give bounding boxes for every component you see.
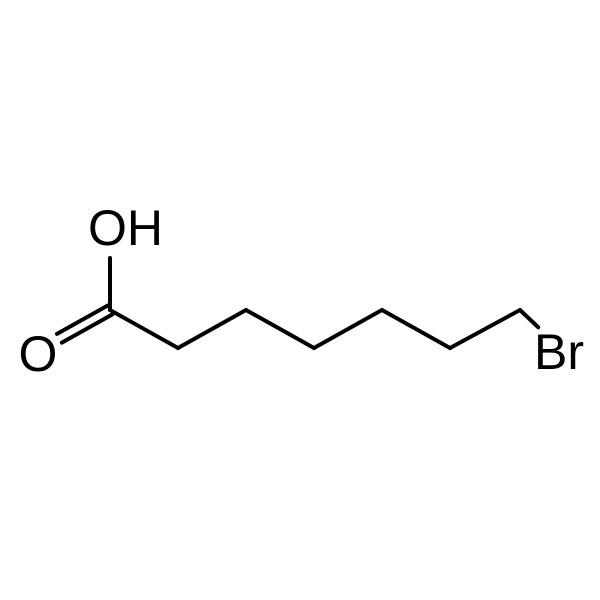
molecule-diagram: O OH Br: [0, 0, 600, 600]
atom-label: O: [19, 326, 58, 382]
bond: [110, 310, 178, 348]
bond: [246, 310, 314, 348]
atom-label: OH: [88, 200, 163, 256]
atom-label: Br: [534, 324, 584, 380]
bond: [314, 310, 382, 348]
bond: [450, 310, 520, 348]
bond: [178, 310, 246, 348]
bond: [382, 310, 450, 348]
